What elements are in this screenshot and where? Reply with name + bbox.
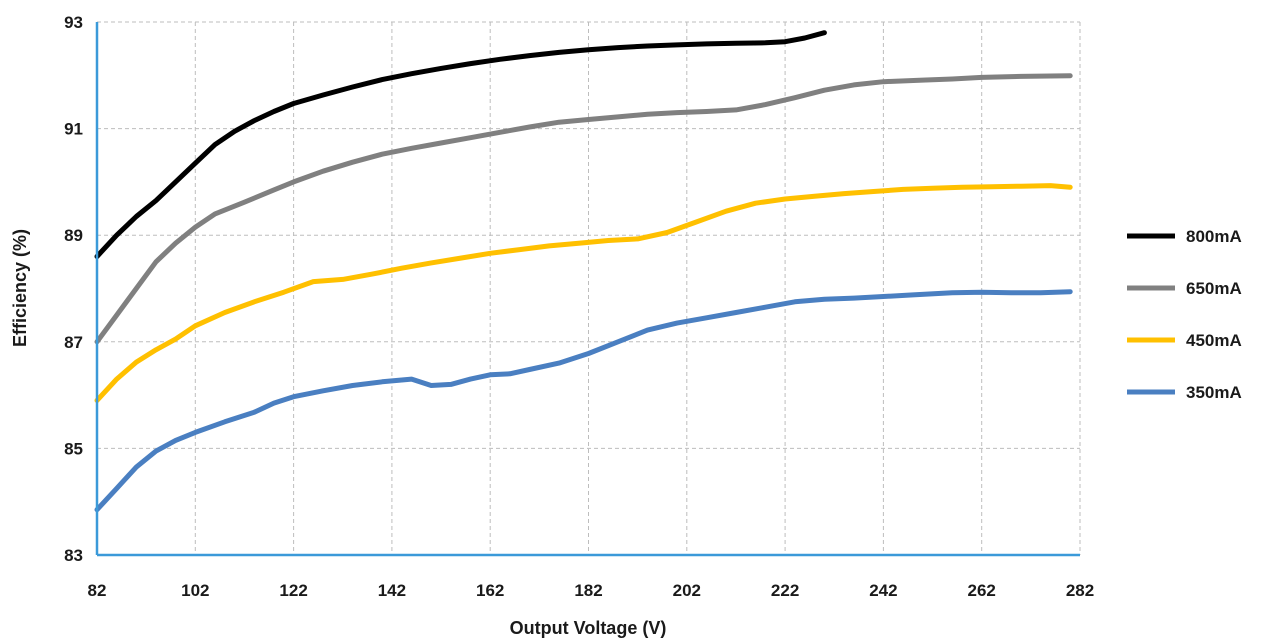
y-tick-label: 89: [64, 226, 83, 245]
y-tick-label: 85: [64, 439, 83, 458]
legend-label: 450mA: [1186, 331, 1242, 350]
x-tick-label: 82: [88, 581, 107, 600]
series-line-450mA: [94, 183, 1073, 403]
legend: 800mA 650mA 450mA 350mA: [1127, 227, 1242, 402]
y-tick-label: 93: [64, 13, 83, 32]
legend-item: 650mA: [1127, 279, 1242, 298]
x-tick-label: 102: [181, 581, 209, 600]
x-axis-title: Output Voltage (V): [510, 618, 667, 638]
x-tick-label: 142: [378, 581, 406, 600]
x-tick-label: 122: [279, 581, 307, 600]
axes: [95, 22, 1080, 557]
x-tick-labels: 82 102 122 142 162 182 202 222 242 262 282: [88, 581, 1095, 600]
series-line-650mA: [94, 73, 1073, 345]
legend-label: 650mA: [1186, 279, 1242, 298]
y-tick-label: 83: [64, 546, 83, 565]
y-tick-label: 87: [64, 333, 83, 352]
legend-label: 350mA: [1186, 383, 1242, 402]
legend-item: 450mA: [1127, 331, 1242, 350]
x-tick-label: 162: [476, 581, 504, 600]
legend-label: 800mA: [1186, 227, 1242, 246]
y-axis-title: Efficiency (%): [10, 229, 30, 347]
gridlines: [97, 21, 1081, 555]
series-line-350mA: [94, 289, 1073, 513]
y-tick-label: 91: [64, 120, 83, 139]
x-tick-label: 282: [1066, 581, 1094, 600]
series-line-800mA: [94, 30, 827, 259]
series-lines: [94, 30, 1073, 513]
legend-item: 350mA: [1127, 383, 1242, 402]
legend-item: 800mA: [1127, 227, 1242, 246]
x-tick-label: 222: [771, 581, 799, 600]
x-tick-label: 202: [673, 581, 701, 600]
y-tick-labels: 83 85 87 89 91 93: [64, 13, 83, 565]
x-tick-label: 182: [574, 581, 602, 600]
x-tick-label: 262: [968, 581, 996, 600]
x-tick-label: 242: [869, 581, 897, 600]
